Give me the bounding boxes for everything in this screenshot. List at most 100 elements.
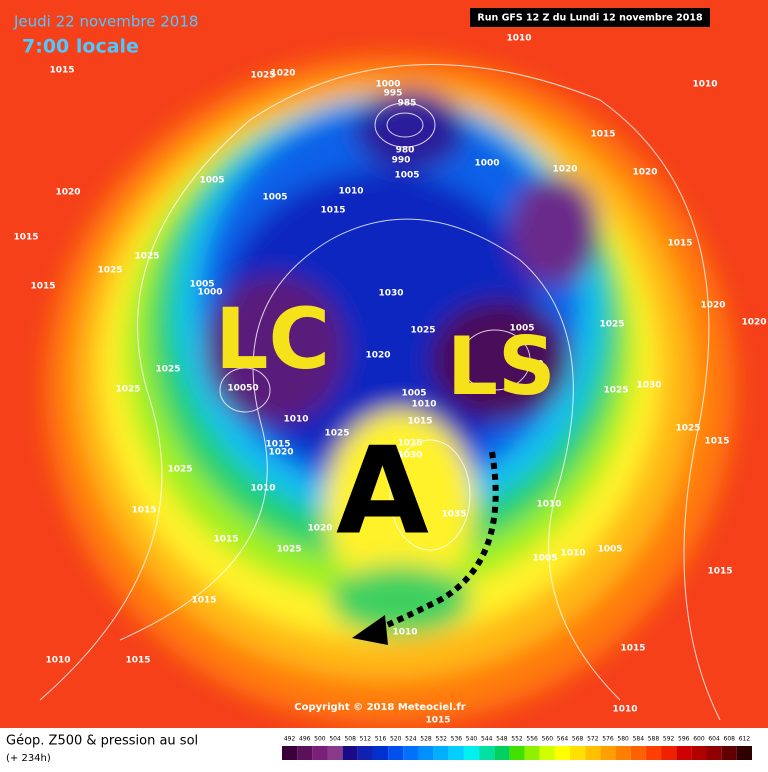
scale-label: 560 <box>542 736 554 743</box>
isobar-label: 1015 <box>590 130 615 140</box>
isobar-label: 1005 <box>394 171 419 181</box>
isobar-label: 1025 <box>397 439 422 449</box>
scale-swatch <box>630 746 646 760</box>
scale-swatch <box>327 746 343 760</box>
scale-label: 612 <box>739 736 751 743</box>
isobar-label: 1025 <box>167 465 192 475</box>
isobar-label: 1010 <box>536 500 561 510</box>
isobar-label: 1020 <box>632 168 657 178</box>
scale-swatch <box>433 746 449 760</box>
isobar-label: 1015 <box>49 66 74 76</box>
isobar-label: 1025 <box>603 386 628 396</box>
isobar-label: 1010 <box>560 549 585 559</box>
scale-label: 576 <box>602 736 614 743</box>
scale-swatch <box>509 746 525 760</box>
scale-swatch <box>524 746 540 760</box>
scale-label: 580 <box>617 736 629 743</box>
scale-swatch <box>297 746 313 760</box>
scale-swatch <box>676 746 692 760</box>
isobar-label: 1010 <box>612 705 637 715</box>
scale-swatch <box>615 746 631 760</box>
scale-label: 568 <box>572 736 584 743</box>
isobar-label: 10050 <box>227 384 258 394</box>
isobar-label: 1000 <box>375 80 400 90</box>
scale-label: 584 <box>633 736 645 743</box>
scale-label: 500 <box>314 736 326 743</box>
scale-swatch <box>372 746 389 760</box>
date-label: Jeudi 22 novembre 2018 <box>13 13 198 31</box>
isobar-label: 1010 <box>45 656 70 666</box>
scale-label: 548 <box>496 736 508 743</box>
color-scale: 492 496 500 504 508 512 516 520 524 528 532 536 540 5… <box>282 736 752 760</box>
isobar-label: 1000 <box>518 360 543 370</box>
scale-label: 524 <box>405 736 417 743</box>
isobar-label: 1025 <box>155 365 180 375</box>
scale-label: 528 <box>420 736 432 743</box>
isobar-label: 1030 <box>397 451 422 461</box>
isobar-label: 1010 <box>392 628 417 638</box>
isobar-label: 1025 <box>276 545 301 555</box>
footer-title: Géop. Z500 & pression au sol <box>6 734 198 749</box>
scale-swatch <box>312 746 328 760</box>
scale-label: 608 <box>724 736 736 743</box>
isobar <box>219 367 271 413</box>
geopotential-field <box>0 0 768 728</box>
isobar-label: 1015 <box>265 440 290 450</box>
scale-swatch <box>479 746 495 760</box>
run-label: Run GFS 12 Z du Lundi 12 novembre 2018 <box>477 13 703 24</box>
isobar-label: 1025 <box>97 266 122 276</box>
isobar-label: 1025 <box>599 320 624 330</box>
isobar-label: 1020 <box>307 524 332 534</box>
isobar-label: 1020 <box>552 165 577 175</box>
isobar-label: 1010 <box>506 34 531 44</box>
isobar-label: 1010 <box>283 415 308 425</box>
scale-swatch <box>645 746 662 760</box>
scale-label: 516 <box>375 736 387 743</box>
isobar-label: 1025 <box>250 71 275 81</box>
scale-swatch <box>661 746 677 760</box>
isobar-label: 1020 <box>365 351 390 361</box>
isobar-label: 1000 <box>474 159 499 169</box>
isobar-label: 1025 <box>134 252 159 262</box>
isobar-label: 1030 <box>378 289 403 299</box>
arrow-head <box>352 615 388 645</box>
isobar-label: 1015 <box>30 282 55 292</box>
scale-swatch <box>585 746 601 760</box>
isobar-label: 1010 <box>250 484 275 494</box>
isobar-label: 1015 <box>667 239 692 249</box>
isobar-label: 1020 <box>55 188 80 198</box>
isobar-label: 1015 <box>125 656 150 666</box>
scale-label: 564 <box>557 736 569 743</box>
scale-swatch <box>554 746 571 760</box>
isobar-label: 1005 <box>597 545 622 555</box>
footer-lead: (+ 234h) <box>6 753 51 764</box>
scale-swatch <box>736 746 752 760</box>
annotation-a: A <box>336 423 429 562</box>
scale-label: 572 <box>587 736 599 743</box>
scale-swatch <box>282 746 298 760</box>
scale-label: 600 <box>693 736 705 743</box>
trough-lc <box>205 275 345 425</box>
isobar-label: 1015 <box>131 506 156 516</box>
isobars <box>39 63 721 721</box>
isobar-label: 1005 <box>199 176 224 186</box>
isobar-label: 1015 <box>707 567 732 577</box>
scale-swatch <box>357 746 373 760</box>
isobar-label: 1005 <box>532 554 557 564</box>
scale-label: 544 <box>481 736 493 743</box>
isobar-label: 1020 <box>268 448 293 458</box>
scale-swatch <box>463 746 480 760</box>
trough-ls <box>430 300 570 420</box>
green-patch <box>330 565 470 635</box>
isobar-label: 1030 <box>636 381 661 391</box>
isobar <box>374 102 436 148</box>
isobar-label: 1020 <box>270 69 295 79</box>
isobar-label: 1005 <box>189 280 214 290</box>
scale-label: 532 <box>435 736 447 743</box>
scale-label: 604 <box>708 736 720 743</box>
isobar-label: 1015 <box>407 417 432 427</box>
isobar <box>119 218 621 701</box>
isobar-label: 1005 <box>509 324 534 334</box>
isobar-label: 980 <box>396 146 415 156</box>
